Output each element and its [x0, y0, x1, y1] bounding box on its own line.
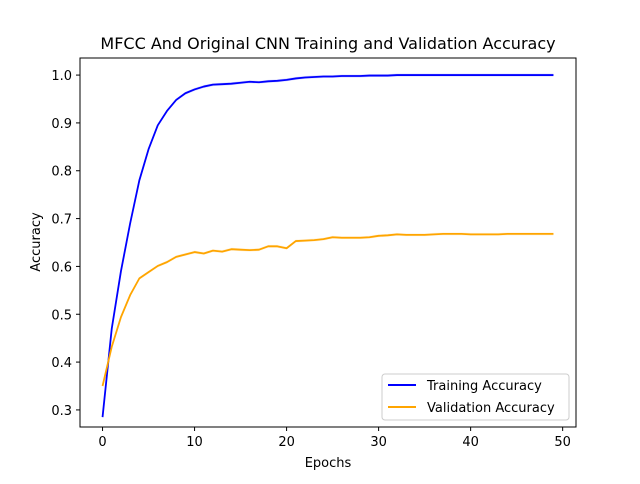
validation-accuracy-line — [101, 232, 554, 387]
x-tick-label: 30 — [370, 435, 387, 450]
y-tick-label: 1.0 — [51, 69, 72, 84]
x-axis-ticks: 0 10 20 30 40 50 — [98, 427, 571, 450]
x-tick-label: 50 — [554, 435, 571, 450]
training-accuracy-line — [101, 74, 554, 418]
chart-title: MFCC And Original CNN Training and Valid… — [100, 34, 555, 53]
legend-box — [381, 373, 570, 421]
y-tick-label: 0.6 — [51, 260, 72, 275]
legend-label-validation: Validation Accuracy — [427, 401, 555, 416]
y-tick-label: 0.8 — [51, 165, 72, 180]
y-axis-ticks: 0.3 0.4 0.5 0.6 0.7 0.8 0.9 1.0 — [51, 69, 80, 419]
y-tick-label: 0.5 — [51, 308, 72, 323]
y-tick-label: 0.7 — [51, 213, 72, 228]
y-tick-label: 0.4 — [51, 356, 72, 371]
x-tick-label: 10 — [186, 435, 203, 450]
y-tick-label: 0.9 — [51, 117, 72, 132]
y-axis-label: Accuracy — [29, 212, 44, 272]
x-tick-label: 0 — [98, 435, 106, 450]
x-tick-label: 20 — [278, 435, 295, 450]
legend-label-training: Training Accuracy — [426, 379, 542, 394]
x-axis-label: Epochs — [305, 456, 352, 471]
y-tick-label: 0.3 — [51, 404, 72, 419]
plot-area — [101, 73, 554, 419]
legend: Training Accuracy Validation Accuracy — [381, 373, 570, 421]
axes-frame — [79, 57, 577, 428]
x-tick-label: 40 — [462, 435, 479, 450]
